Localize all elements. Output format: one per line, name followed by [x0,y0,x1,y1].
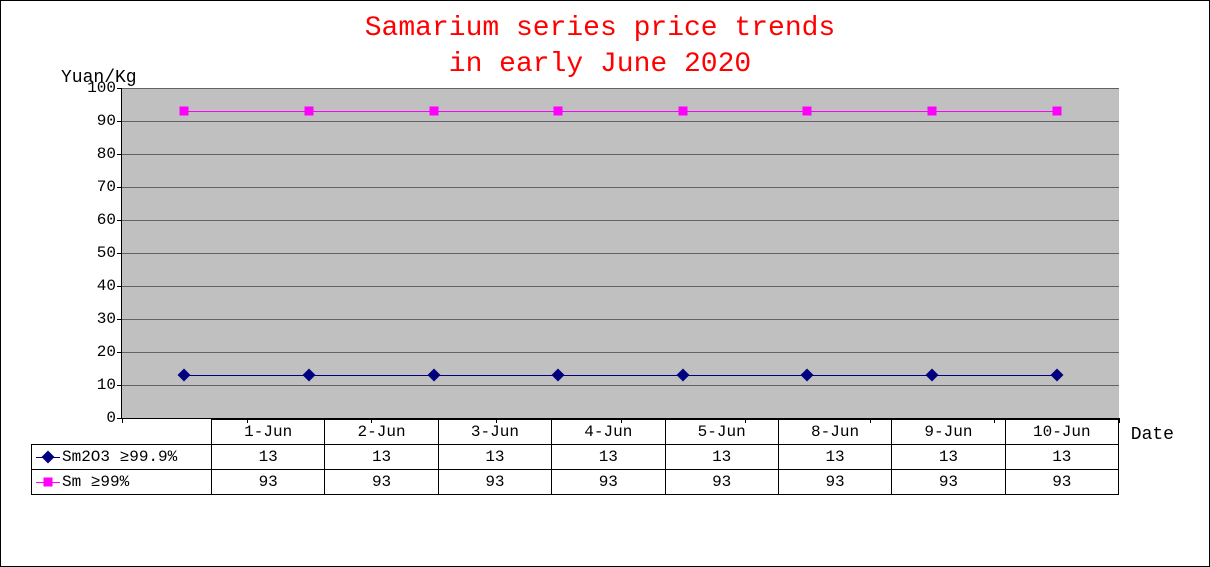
gridline [122,253,1119,254]
chart-wrap: Yuan/Kg 0102030405060708090100 1-Jun2-Ju… [121,88,1119,495]
x-category-label: 2-Jun [325,419,438,444]
gridline [122,385,1119,386]
table-row: Sm2O3 ≥99.9%1313131313131313 [32,444,1119,469]
data-marker [926,369,939,382]
table-header-row: 1-Jun2-Jun3-Jun4-Jun5-Jun8-Jun9-Jun10-Ju… [32,419,1119,444]
data-marker [1050,369,1063,382]
x-category-label: 9-Jun [892,419,1005,444]
data-marker [427,369,440,382]
data-cell: 13 [1005,444,1118,469]
data-marker [678,106,687,115]
y-tick-label: 10 [97,376,116,394]
data-table: 1-Jun2-Jun3-Jun4-Jun5-Jun8-Jun9-Jun10-Ju… [31,419,1119,495]
table-corner-blank [32,419,212,444]
data-marker [803,106,812,115]
gridline [122,88,1119,89]
x-category-label: 1-Jun [212,419,325,444]
x-tick-mark [1119,418,1120,423]
data-marker [676,369,689,382]
y-tick-label: 80 [97,145,116,163]
y-tick-mark [117,88,122,89]
data-cell: 93 [1005,469,1118,494]
y-tick-label: 50 [97,244,116,262]
y-tick-mark [117,154,122,155]
data-marker [552,369,565,382]
data-marker [429,106,438,115]
data-cell: 93 [665,469,778,494]
legend-swatch [36,452,60,462]
data-marker [554,106,563,115]
y-tick-mark [117,352,122,353]
title-line-2: in early June 2020 [449,49,751,80]
y-tick-label: 90 [97,112,116,130]
series-legend-cell: Sm ≥99% [32,469,212,494]
data-marker [1052,106,1061,115]
y-tick-mark [117,187,122,188]
data-marker [304,106,313,115]
data-cell: 13 [552,444,665,469]
y-tick-mark [117,220,122,221]
data-table-wrap: 1-Jun2-Jun3-Jun4-Jun5-Jun8-Jun9-Jun10-Ju… [31,419,1119,495]
y-tick-mark [117,121,122,122]
data-marker [801,369,814,382]
data-marker [180,106,189,115]
gridline [122,187,1119,188]
data-marker [928,106,937,115]
y-tick-label: 20 [97,343,116,361]
data-marker [178,369,191,382]
series-name: Sm2O3 ≥99.9% [62,448,177,466]
y-tick-label: 70 [97,178,116,196]
data-cell: 93 [212,469,325,494]
y-tick-mark [117,253,122,254]
chart-container: Samarium series price trends in early Ju… [0,0,1210,567]
y-tick-label: 40 [97,277,116,295]
data-cell: 13 [778,444,891,469]
series-legend-cell: Sm2O3 ≥99.9% [32,444,212,469]
data-cell: 13 [892,444,1005,469]
data-cell: 93 [325,469,438,494]
data-cell: 13 [438,444,551,469]
legend-swatch [36,477,60,487]
data-cell: 93 [778,469,891,494]
data-cell: 93 [438,469,551,494]
series-name: Sm ≥99% [62,473,129,491]
x-category-label: 5-Jun [665,419,778,444]
data-cell: 93 [892,469,1005,494]
chart-title: Samarium series price trends in early Ju… [21,11,1179,84]
gridline [122,121,1119,122]
gridline [122,220,1119,221]
title-line-1: Samarium series price trends [365,13,835,44]
x-category-label: 8-Jun [778,419,891,444]
gridline [122,286,1119,287]
plot-area: 0102030405060708090100 [121,88,1119,419]
x-category-label: 10-Jun [1005,419,1118,444]
y-tick-label: 30 [97,310,116,328]
data-cell: 13 [212,444,325,469]
data-cell: 13 [665,444,778,469]
x-category-label: 3-Jun [438,419,551,444]
gridline [122,154,1119,155]
gridline [122,352,1119,353]
data-cell: 13 [325,444,438,469]
data-cell: 93 [552,469,665,494]
data-marker [303,369,316,382]
table-row: Sm ≥99%9393939393939393 [32,469,1119,494]
y-tick-label: 60 [97,211,116,229]
y-tick-label: 100 [87,79,116,97]
y-tick-mark [117,385,122,386]
x-axis-label: Date [1131,425,1174,445]
y-tick-mark [117,286,122,287]
y-tick-mark [117,319,122,320]
gridline [122,319,1119,320]
series-line [184,111,1056,112]
x-category-label: 4-Jun [552,419,665,444]
